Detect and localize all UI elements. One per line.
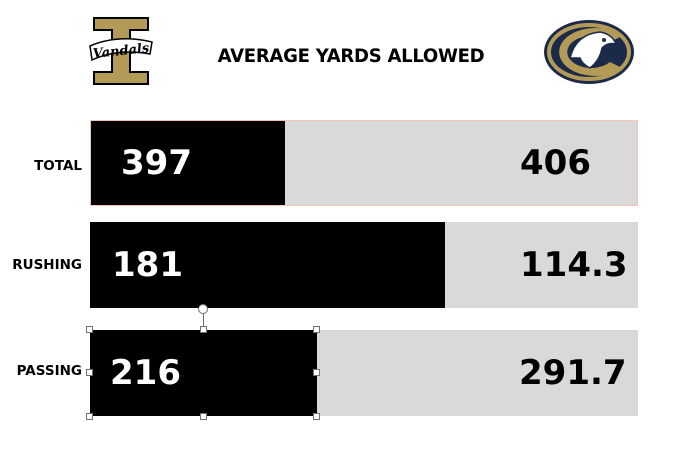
rotate-handle[interactable] — [198, 304, 208, 314]
data-label-total-vandals: 397 — [121, 143, 192, 183]
row-label-passing: PASSING — [16, 363, 82, 379]
svg-text:Vandals: Vandals — [92, 41, 150, 62]
resize-handle-top-middle[interactable] — [200, 326, 207, 333]
resize-handle-middle-left[interactable] — [86, 369, 93, 376]
data-label-passing-vandals: 216 — [110, 353, 181, 393]
data-label-passing-aggies: 291.7 — [519, 353, 627, 393]
bar-passing-vandals[interactable] — [90, 330, 317, 416]
bar-passing-background: 216 291.7 — [90, 330, 638, 416]
bar-rushing-background: 181 114.3 — [90, 222, 638, 308]
aggies-mustang-logo — [544, 20, 634, 84]
row-label-rushing: RUSHING — [12, 257, 82, 273]
resize-handle-bottom-right[interactable] — [313, 413, 320, 420]
resize-handle-bottom-middle[interactable] — [200, 413, 207, 420]
data-label-rushing-vandals: 181 — [112, 245, 183, 285]
bar-total-vandals — [91, 121, 285, 205]
bar-total-background: 397 406 — [90, 120, 638, 206]
rotate-handle-stem — [203, 313, 204, 327]
resize-handle-bottom-left[interactable] — [86, 413, 93, 420]
row-label-total: TOTAL — [34, 158, 82, 174]
data-label-total-aggies: 406 — [520, 143, 591, 183]
resize-handle-top-right[interactable] — [313, 326, 320, 333]
resize-handle-top-left[interactable] — [86, 326, 93, 333]
vandals-logo: Vandals — [89, 17, 153, 85]
data-label-rushing-aggies: 114.3 — [520, 245, 628, 285]
bar-rushing-vandals — [90, 222, 445, 308]
resize-handle-middle-right[interactable] — [313, 369, 320, 376]
chart-title: AVERAGE YARDS ALLOWED — [217, 45, 485, 67]
